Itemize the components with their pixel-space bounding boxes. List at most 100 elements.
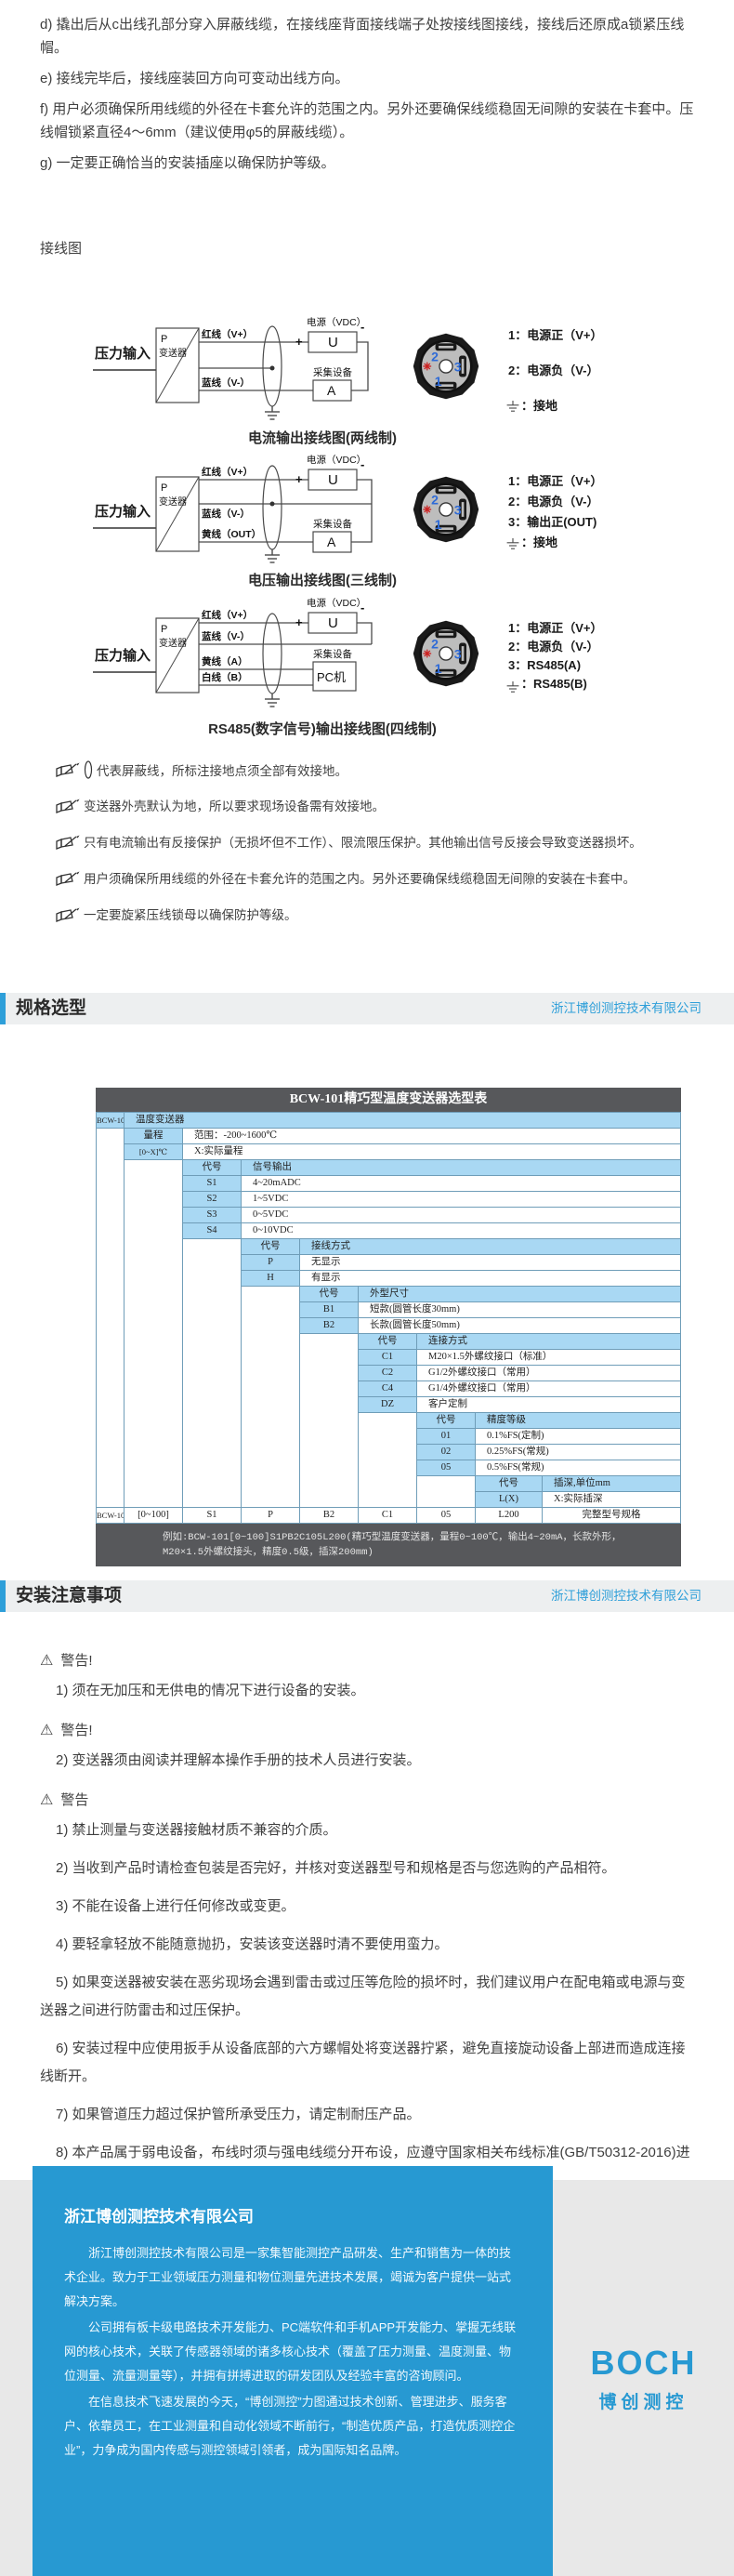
warning-heading: ⚠ 警告 — [40, 1790, 697, 1809]
section-title: 安装注意事项 — [16, 1586, 123, 1605]
value-cell: X:实际插深 — [542, 1491, 681, 1508]
example-cell: C1 — [358, 1507, 417, 1524]
wire-label: 蓝线（V-） — [202, 630, 250, 642]
code-cell: B2 — [299, 1317, 359, 1334]
wire-label: 蓝线（V-） — [202, 376, 250, 389]
note-text: 变送器外壳默认为地，所以要求现场设备需有效接地。 — [84, 799, 385, 813]
code-cell: H — [241, 1270, 300, 1287]
value-cell: 0.1%FS(定制) — [475, 1428, 681, 1445]
footer-company-card: 浙江博创测控技术有限公司 浙江博创测控技术有限公司是一家集智能测控产品研发、生产… — [33, 2166, 553, 2576]
legend-item: ：接地 — [521, 535, 557, 549]
collector-box — [312, 661, 357, 692]
section-header-spec-selection: 规格选型 浙江博创测控技术有限公司 — [0, 993, 734, 1024]
code-cell: C4 — [358, 1380, 417, 1397]
legend-item: 3：RS485(A) — [508, 658, 581, 672]
diagram-caption: RS485(数字信号)输出接线图(四线制) — [208, 720, 437, 737]
table-grid-line — [124, 1112, 125, 1524]
section-title: 规格选型 — [16, 998, 87, 1018]
shield-ellipse — [262, 465, 282, 550]
boch-logo-subtext: 博创测控 — [598, 2392, 688, 2412]
minus-sign: - — [360, 457, 364, 471]
legend-item: ：接地 — [521, 399, 557, 413]
value-cell: 0.5%FS(常规) — [475, 1460, 681, 1476]
wire-label: 黄线（A） — [202, 655, 248, 667]
code-cell: C1 — [358, 1349, 417, 1366]
table-cell: 量程 — [124, 1128, 183, 1144]
footer-paragraph: 在信息技术飞速发展的今天，“博创测控”力图通过技术创新、管理进步、服务客户、依靠… — [64, 2395, 516, 2457]
code-cell: S1 — [182, 1175, 242, 1192]
plus-sign: + — [295, 472, 303, 486]
value-cell: 有显示 — [299, 1270, 681, 1287]
value-cell: 长款(圆管长度50mm) — [358, 1317, 681, 1334]
wiring-diagram-rs485-4wire: 压力输入 P 变送器 红线（V+） 蓝线（V-） 黄线（A） 白线（B） 电源（… — [56, 595, 706, 743]
plus-sign: + — [295, 615, 303, 629]
wiring-diagram-current-2wire: 压力输入 P 变送器 红线（V+） 蓝线（V-） 电源（VDC） U + - 采… — [56, 307, 706, 453]
group-header-label: 信号输出 — [241, 1159, 681, 1176]
note-line: 例如:BCW-101[0~100]S1PB2C105L200(精巧型温度变送器，… — [163, 1532, 622, 1543]
supply-label: 电源（VDC） — [307, 454, 366, 466]
table-grid-line — [475, 1412, 476, 1524]
code-cell: S4 — [182, 1222, 242, 1239]
model-selection-table: BCW-101精巧型温度变送器选型表 例如:BCW-101[0~100]S1PB… — [96, 1088, 681, 1566]
transmitter-label: 变送器 — [159, 347, 187, 359]
group-header-code: 代号 — [358, 1333, 417, 1350]
code-cell: DZ — [358, 1396, 417, 1413]
transmitter-symbol: P — [161, 624, 167, 635]
collector-label: 采集设备 — [313, 648, 352, 660]
note-text: 代表屏蔽线，所标注接地点须全部有效接地。 — [84, 760, 347, 781]
example-cell: 完整型号规格 — [542, 1507, 681, 1524]
warning-icon: ⚠ — [40, 1791, 54, 1808]
wire-label: 白线（B） — [202, 671, 248, 683]
value-cell: 短款(圆管长度30mm) — [358, 1301, 681, 1318]
value-cell: 0.25%FS(常规) — [475, 1444, 681, 1460]
shield-junction-dot — [269, 365, 275, 371]
footer-paragraph: 浙江博创测控技术有限公司是一家集智能测控产品研发、生产和销售为一体的技术企业。致… — [64, 2246, 512, 2308]
legend-item: 2：电源负（V-） — [508, 640, 599, 654]
code-cell: 02 — [416, 1444, 476, 1460]
wiring-diagram-voltage-3wire: 压力输入 P 变送器 红线（V+） 蓝线（V-） 黄线（OUT） 电源（VDC）… — [56, 446, 706, 594]
group-header-code: 代号 — [416, 1412, 476, 1429]
warning-item: 3) 不能在设备上进行任何修改或变更。 — [56, 1898, 295, 1914]
boch-logo: BOCH 博创测控 — [553, 2180, 734, 2576]
note-text: 用户须确保所用线缆的外径在卡套允许的范围之内。另外还要确保线缆稳固无间隙的安装在… — [84, 872, 636, 886]
code-cell: B1 — [299, 1301, 359, 1318]
diagram-caption: 电流输出接线图(两线制) — [248, 429, 397, 446]
legend-item: 3：输出正(OUT) — [508, 515, 596, 529]
warning-heading: ⚠ 警告! — [40, 1720, 697, 1739]
pressure-input-label: 压力输入 — [95, 503, 151, 520]
value-cell: 4~20mADC — [241, 1175, 681, 1192]
wire-label: 红线（V+） — [202, 466, 253, 478]
note-row: 用户须确保所用线缆的外径在卡套允许的范围之内。另外还要确保线缆稳固无间隙的安装在… — [56, 869, 717, 892]
diagram-caption: 电压输出接线图(三线制) — [248, 572, 397, 588]
footer-company-title: 浙江博创测控技术有限公司 — [64, 2208, 254, 2226]
table-grid-line — [299, 1238, 300, 1524]
code-cell: 05 — [416, 1460, 476, 1476]
collector-label: 采集设备 — [313, 518, 352, 530]
intro-paragraphs: d) 撬出后从c出线孔部分穿入屏蔽线缆，在接线座背面接线端子处按接线图接线，接线… — [40, 13, 697, 182]
value-cell: 0~10VDC — [241, 1222, 681, 1239]
group-header-label: 接线方式 — [299, 1238, 681, 1255]
code-cell: 01 — [416, 1428, 476, 1445]
note-row: 只有电流输出有反接保护（无损坏但不工作）、限流限压保护。其他输出信号反接会导致变… — [56, 833, 717, 855]
warning-icon: ⚠ — [40, 1722, 54, 1738]
warning-item: 1) 禁止测量与变送器接触材质不兼容的介质。 — [56, 1822, 337, 1838]
footer-paragraph: 公司拥有板卡级电路技术开发能力、PC端软件和手机APP开发能力、掌握无线联网的核… — [64, 2320, 517, 2383]
boch-logo-text: BOCH — [590, 2343, 697, 2382]
value-cell: G1/2外螺纹接口（常用） — [416, 1365, 681, 1381]
collector-symbol: PC机 — [317, 670, 346, 684]
wiring-notes: 代表屏蔽线，所标注接地点须全部有效接地。 变送器外壳默认为地，所以要求现场设备需… — [56, 760, 717, 942]
warning-item: 2) 当收到产品时请检查包装是否完好，并核对变送器型号和规格是否与您选购的产品相… — [56, 1860, 616, 1876]
table-grid-line — [96, 1112, 97, 1524]
note-row: 一定要旋紧压线锁母以确保防护等级。 — [56, 905, 717, 928]
shield-wire-icon — [84, 760, 93, 779]
legend-item: ：RS485(B) — [521, 677, 587, 691]
code-cell: L(X) — [475, 1491, 543, 1508]
group-header-code: 代号 — [241, 1238, 300, 1255]
note-text: 一定要旋紧压线锁母以确保防护等级。 — [84, 908, 297, 922]
transmitter-symbol: P — [161, 482, 167, 494]
table-grid-line — [680, 1112, 681, 1524]
shield-junction-dot — [269, 501, 275, 507]
group-header-code: 代号 — [182, 1159, 242, 1176]
supply-label: 电源（VDC） — [307, 316, 366, 328]
code-cell: C2 — [358, 1365, 417, 1381]
